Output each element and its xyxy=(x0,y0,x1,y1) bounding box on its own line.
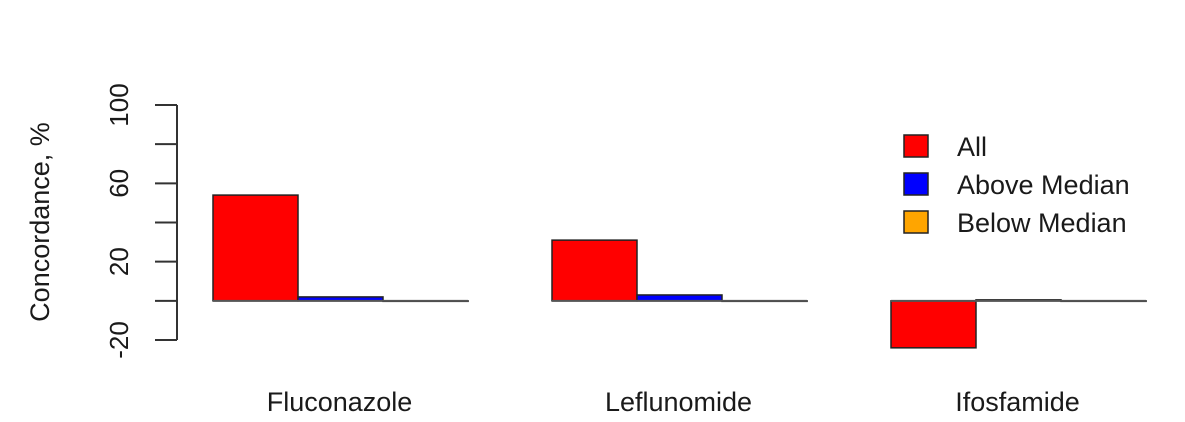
legend-swatch xyxy=(903,210,929,234)
y-tick-label: 60 xyxy=(104,169,134,198)
bar-ifosfamide-all xyxy=(890,300,977,349)
category-label: Leflunomide xyxy=(605,387,752,417)
legend-label: Below Median xyxy=(957,208,1127,238)
legend: All Above Median Below Median xyxy=(903,132,1130,238)
y-tick-label: -20 xyxy=(104,321,134,359)
bar-leflunomide-all xyxy=(551,239,638,302)
legend-label: All xyxy=(957,132,987,162)
y-ticks: -20 20 60 100 xyxy=(104,83,177,359)
y-axis-title: Concordance, % xyxy=(25,122,55,322)
category-label: Fluconazole xyxy=(267,387,413,417)
y-axis: -20 20 60 100 xyxy=(104,83,178,359)
y-tick-label: 20 xyxy=(104,247,134,276)
bar-fluconazole-all xyxy=(212,194,299,302)
legend-label: Above Median xyxy=(957,170,1130,200)
category-labels: Fluconazole Leflunomide Ifosfamide xyxy=(267,387,1080,417)
y-tick-label: 100 xyxy=(104,83,134,126)
legend-swatch xyxy=(903,134,929,158)
category-label: Ifosfamide xyxy=(955,387,1080,417)
legend-swatch xyxy=(903,172,929,196)
